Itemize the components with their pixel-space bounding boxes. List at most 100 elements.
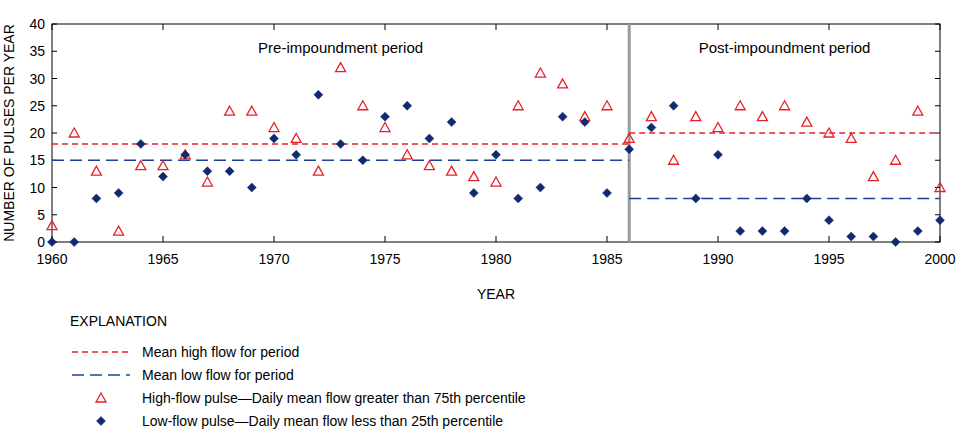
x-tick — [940, 236, 941, 242]
y-tick — [935, 24, 940, 25]
x-tick-label: 1975 — [369, 251, 400, 267]
y-tick — [52, 214, 57, 215]
x-axis-label: YEAR — [477, 286, 515, 302]
point — [802, 117, 812, 126]
markers — [47, 63, 945, 247]
y-tick-label: 15 — [29, 152, 45, 168]
point — [48, 238, 57, 247]
point — [114, 188, 123, 197]
point — [381, 112, 390, 121]
point — [136, 139, 145, 148]
y-tick-label: 25 — [29, 98, 45, 114]
y-tick — [935, 105, 940, 106]
x-tick — [607, 236, 608, 242]
point — [203, 167, 212, 176]
legend-swatch — [72, 351, 130, 353]
point — [758, 227, 767, 236]
y-tick — [52, 105, 57, 106]
x-tick-label: 1980 — [480, 251, 511, 267]
point — [891, 155, 901, 164]
point — [625, 145, 634, 154]
point — [624, 133, 634, 142]
point — [891, 238, 900, 247]
point — [513, 101, 523, 110]
x-tick — [385, 24, 386, 30]
point — [847, 232, 856, 241]
y-tick — [52, 133, 57, 134]
x-tick — [274, 24, 275, 30]
point — [270, 134, 279, 143]
point — [336, 63, 346, 72]
mean-line — [52, 160, 940, 198]
y-tick — [935, 78, 940, 79]
point — [558, 112, 567, 121]
period-label: Pre-impoundment period — [258, 39, 423, 56]
point — [736, 227, 745, 236]
x-tick-label: 1970 — [258, 251, 289, 267]
point — [469, 188, 478, 197]
point — [691, 112, 701, 121]
point — [913, 227, 922, 236]
point — [691, 194, 700, 203]
y-tick — [52, 78, 57, 79]
point — [491, 177, 501, 186]
y-tick — [935, 214, 940, 215]
point — [70, 238, 79, 247]
x-tick — [496, 236, 497, 242]
point — [447, 118, 456, 127]
y-tick-label: 20 — [29, 125, 45, 141]
legend-swatch — [97, 417, 106, 426]
point — [269, 123, 279, 132]
point — [291, 133, 301, 142]
point — [92, 194, 101, 203]
point — [225, 167, 234, 176]
point — [469, 172, 479, 181]
x-tick — [274, 236, 275, 242]
point — [91, 166, 101, 175]
x-tick — [829, 24, 830, 30]
x-tick — [829, 236, 830, 242]
point — [158, 161, 168, 170]
point — [202, 177, 212, 186]
point — [825, 216, 834, 225]
point — [425, 134, 434, 143]
point — [869, 232, 878, 241]
y-tick-label: 35 — [29, 43, 45, 59]
x-tick-label: 1995 — [813, 251, 844, 267]
legend-label: High-flow pulse—Daily mean flow greater … — [142, 390, 526, 406]
point — [225, 106, 235, 115]
point — [780, 101, 790, 110]
point — [936, 216, 945, 225]
point — [603, 188, 612, 197]
x-tick — [496, 24, 497, 30]
point — [580, 118, 589, 127]
y-tick — [52, 51, 57, 52]
point — [780, 227, 789, 236]
point — [913, 106, 923, 115]
y-tick-label: 30 — [29, 71, 45, 87]
point — [846, 133, 856, 142]
point — [358, 101, 368, 110]
point — [47, 221, 57, 230]
point — [136, 161, 146, 170]
y-tick — [935, 160, 940, 161]
x-tick — [718, 236, 719, 242]
y-tick-label: 40 — [29, 16, 45, 32]
mean-line — [52, 133, 940, 144]
point — [558, 79, 568, 88]
point — [247, 106, 257, 115]
y-axis-label: NUMBER OF PULSES PER YEAR — [1, 24, 17, 242]
point — [181, 150, 190, 159]
point — [403, 101, 412, 110]
point — [535, 68, 545, 77]
legend-label: Mean low flow for period — [142, 367, 294, 383]
point — [669, 155, 679, 164]
point — [735, 101, 745, 110]
point — [336, 139, 345, 148]
x-tick — [607, 24, 608, 30]
y-tick-label: 10 — [29, 180, 45, 196]
point — [868, 172, 878, 181]
point — [313, 166, 323, 175]
y-tick — [935, 242, 940, 243]
legend-swatch — [96, 393, 106, 402]
